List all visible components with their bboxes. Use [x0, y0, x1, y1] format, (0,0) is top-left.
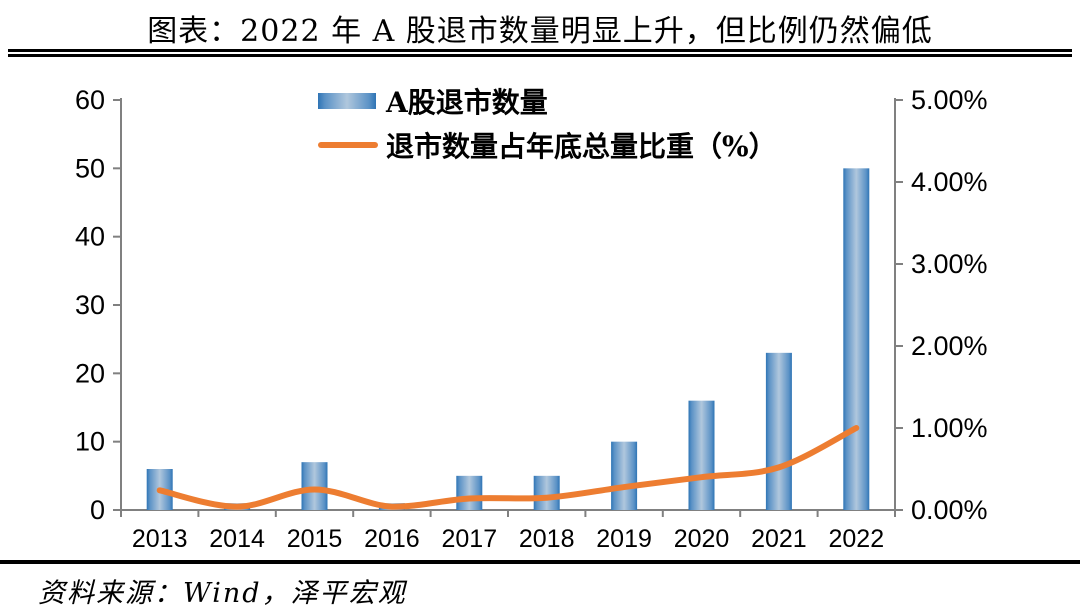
left-axis-tick-label: 30	[75, 290, 105, 320]
x-axis-category-label: 2015	[287, 525, 343, 553]
right-axis-tick-label: 5.00%	[911, 85, 988, 115]
x-axis-category-label: 2020	[674, 525, 730, 553]
ratio-line	[156, 425, 860, 510]
right-axis-tick-label: 4.00%	[911, 167, 988, 197]
left-axis-tick-label: 10	[75, 427, 105, 457]
bar-2019	[611, 441, 638, 510]
x-axis-category-label: 2017	[441, 525, 497, 553]
left-axis-tick-label: 0	[90, 495, 105, 525]
figure-title: 图表：2022 年 A 股退市数量明显上升，但比例仍然偏低	[147, 14, 933, 49]
legend-line-label: 退市数量占年底总量比重（%）	[386, 130, 777, 163]
right-axis-tick-label: 2.00%	[911, 331, 988, 361]
left-axis-tick-label: 40	[75, 222, 105, 252]
legend-item-bar-series: A股退市数量	[318, 84, 777, 119]
source-note: 资料来源：Wind，泽平宏观	[38, 578, 407, 609]
x-axis-category-label: 2021	[751, 525, 807, 553]
x-axis-category-label: 2016	[364, 525, 420, 553]
bar-2017	[456, 475, 483, 510]
right-axis-tick-label: 1.00%	[911, 413, 988, 443]
title-divider-rule	[8, 49, 1072, 57]
bar-2021	[765, 352, 792, 510]
x-axis-category-label: 2014	[209, 525, 265, 553]
left-axis-tick-label: 60	[75, 85, 105, 115]
right-axis-tick-label: 3.00%	[911, 249, 988, 279]
bar-2020	[688, 400, 715, 510]
bar-2018	[533, 475, 560, 510]
footer-divider-rule	[0, 560, 1080, 564]
bar-2015	[301, 462, 328, 510]
left-axis-tick-label: 50	[75, 153, 105, 183]
line-series-marker-icon	[318, 142, 378, 148]
bar-series-marker-icon	[318, 93, 376, 109]
bar-2022	[843, 168, 870, 511]
x-axis-category-label: 2019	[596, 525, 652, 553]
x-axis-category-label: 2013	[132, 525, 188, 553]
legend: A股退市数量 退市数量占年底总量比重（%）	[318, 84, 777, 163]
right-axis-tick-label: 0.00%	[911, 495, 988, 525]
x-axis-category-label: 2022	[828, 525, 884, 553]
legend-item-line-series: 退市数量占年底总量比重（%）	[318, 128, 777, 163]
x-axis-category-label: 2018	[519, 525, 575, 553]
left-axis-tick-label: 20	[75, 358, 105, 388]
legend-bar-label: A股退市数量	[386, 86, 548, 119]
